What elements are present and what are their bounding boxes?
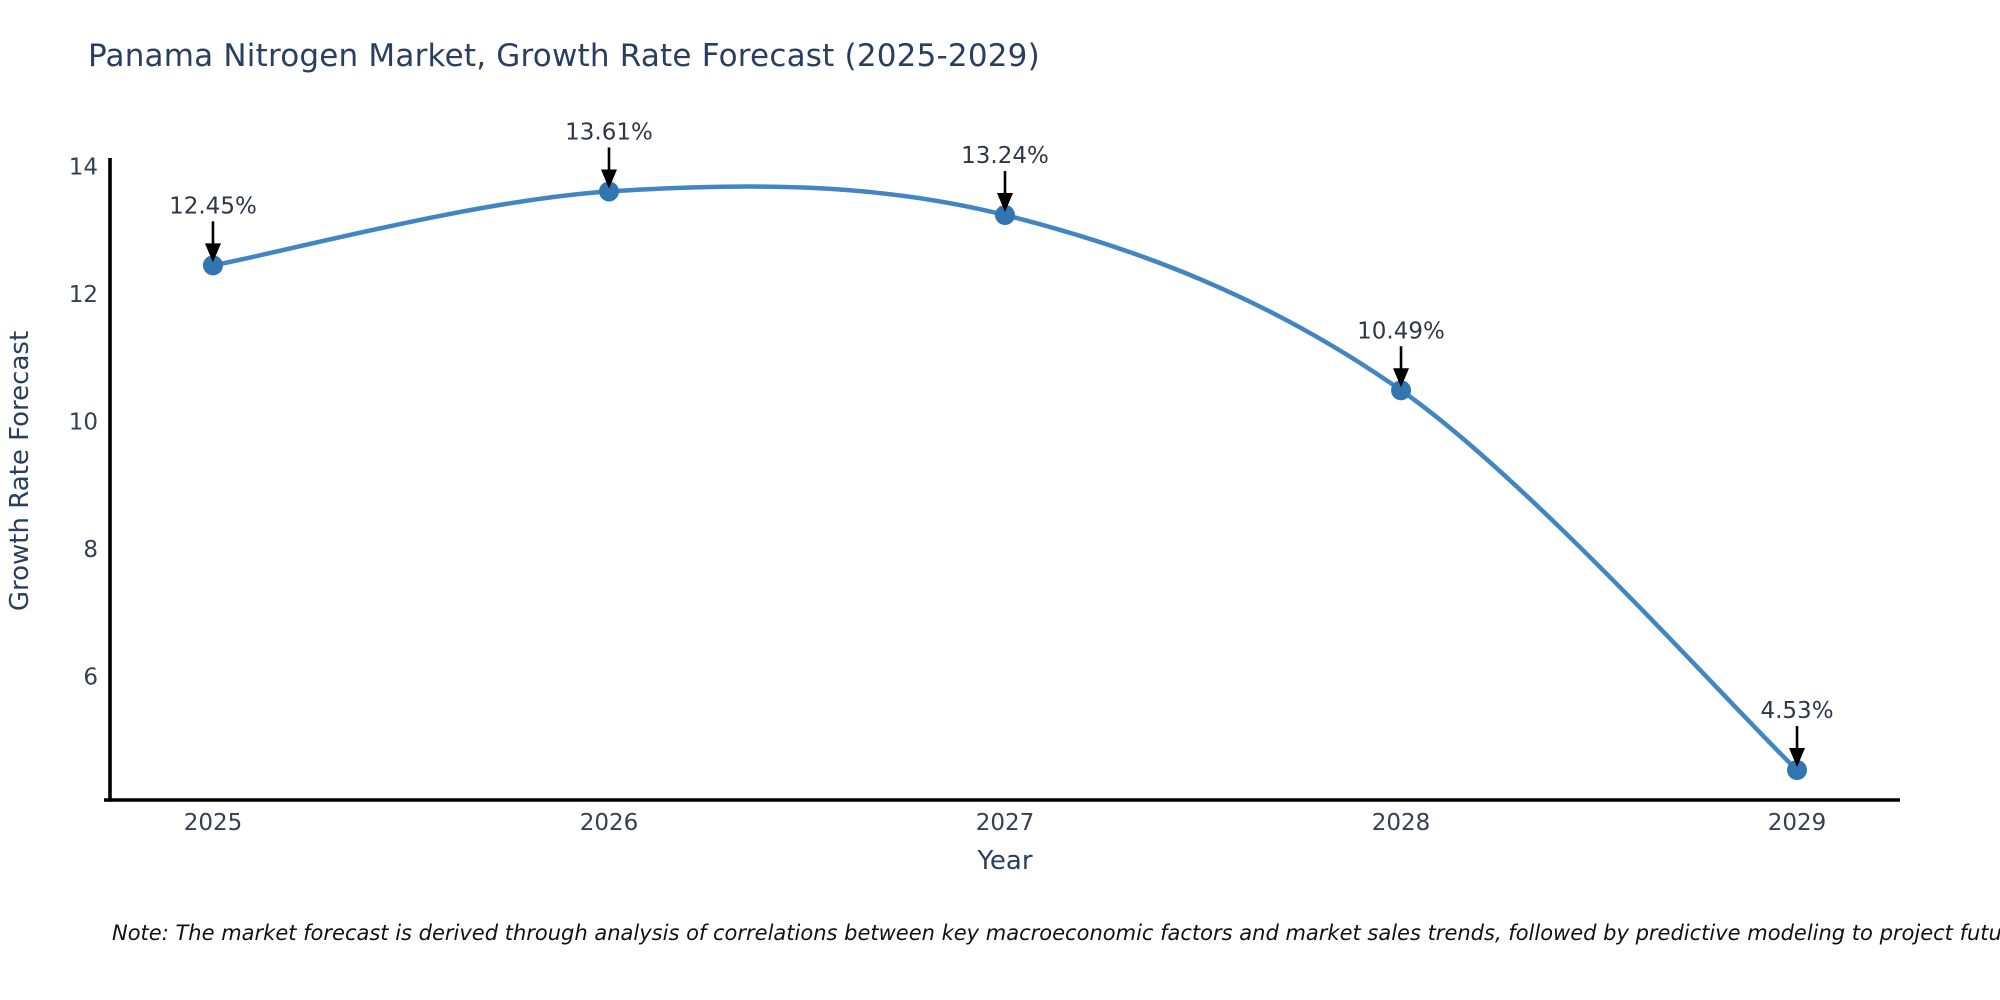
data-point-marker — [995, 205, 1015, 226]
x-tick-label: 2025 — [184, 810, 243, 836]
data-point-label: 10.49% — [1357, 318, 1445, 344]
annotation-arrow-head — [1393, 368, 1410, 388]
y-tick-label: 12 — [69, 282, 98, 308]
data-point-marker — [598, 181, 619, 202]
x-axis-title: Year — [977, 846, 1033, 876]
forecast-line — [210, 184, 1800, 773]
x-tick-label: 2026 — [580, 810, 639, 836]
data-point-marker — [202, 255, 223, 276]
y-tick-label: 10 — [69, 409, 98, 435]
annotation-arrow-head — [600, 169, 617, 189]
x-tick-label: 2027 — [976, 810, 1035, 836]
data-point-label: 13.24% — [961, 143, 1049, 169]
y-tick-label: 8 — [83, 537, 98, 563]
footnote: Note: The market forecast is derived thr… — [112, 921, 2000, 945]
chart-title: Panama Nitrogen Market, Growth Rate Fore… — [88, 38, 1040, 74]
data-point-label: 12.45% — [169, 193, 257, 219]
y-tick-label: 6 — [83, 664, 98, 690]
annotation-arrow-head — [997, 193, 1013, 213]
annotation-arrow-head — [204, 243, 221, 263]
y-tick-label: 14 — [69, 155, 98, 181]
annotation-arrow-head — [1789, 748, 1806, 768]
x-tick-label: 2028 — [1372, 810, 1431, 836]
data-point-marker — [1787, 760, 1808, 781]
y-axis-title: Growth Rate Forecast — [5, 330, 35, 612]
data-point-marker — [1391, 380, 1412, 401]
x-tick-label: 2029 — [1768, 810, 1827, 836]
data-point-label: 13.61% — [565, 119, 653, 145]
data-point-label: 4.53% — [1760, 698, 1833, 724]
